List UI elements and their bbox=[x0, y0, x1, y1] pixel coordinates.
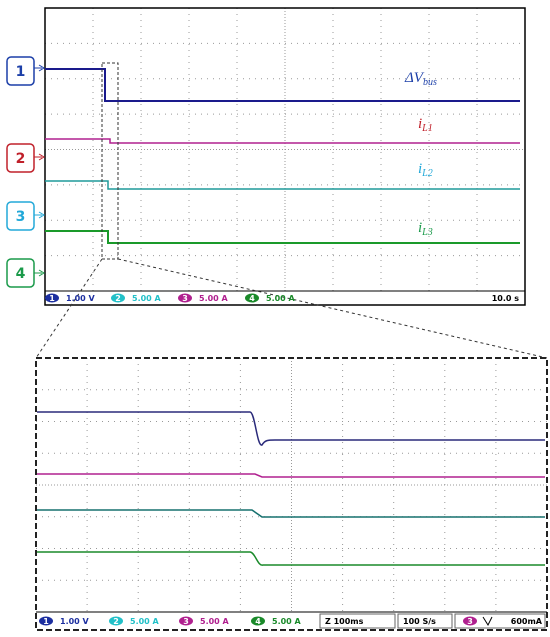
badge-number: 4 bbox=[255, 617, 261, 626]
zoom-trace-il3 bbox=[37, 551, 545, 566]
channel-marker: 4 bbox=[16, 266, 26, 282]
zoom-trace-il2 bbox=[37, 509, 545, 518]
trace-label: iL1 bbox=[418, 116, 433, 134]
marker-box bbox=[6, 56, 35, 86]
channel-badge bbox=[245, 293, 259, 303]
channel-marker: 1 bbox=[16, 64, 26, 80]
status-box bbox=[454, 613, 546, 629]
badge-number: 1 bbox=[43, 617, 49, 626]
sample-rate: 100 S/s bbox=[403, 617, 436, 626]
badge-number: 2 bbox=[115, 294, 121, 303]
trace-dv bbox=[45, 68, 520, 102]
label-main: i bbox=[418, 220, 422, 236]
label-sub: L3 bbox=[421, 227, 433, 238]
marker-arrow bbox=[34, 269, 45, 277]
trigger-slope bbox=[482, 616, 493, 627]
label-main: i bbox=[418, 116, 422, 132]
badge-number: 4 bbox=[249, 294, 255, 303]
marker-arrow bbox=[34, 211, 45, 219]
badge-number: 3 bbox=[467, 617, 473, 626]
channel-badge bbox=[45, 293, 59, 303]
channel-badge bbox=[178, 293, 192, 303]
badge-number: 1 bbox=[49, 294, 55, 303]
channel-scale: 5.00 A bbox=[266, 294, 296, 303]
marker-arrow bbox=[34, 153, 45, 161]
zoom-line bbox=[117, 258, 548, 359]
zoom-line bbox=[35, 258, 103, 359]
badge-number: 3 bbox=[183, 617, 189, 626]
zoom-trace-il1 bbox=[37, 473, 545, 478]
zoom-region bbox=[101, 62, 119, 260]
channel-scale: 5.00 A bbox=[199, 294, 229, 303]
channel-scale: 1.00 V bbox=[60, 617, 90, 626]
zoom-timebase: Z 100ms bbox=[325, 617, 364, 626]
zoom-trace-dv bbox=[37, 411, 545, 446]
trace-label: iL2 bbox=[418, 161, 433, 179]
scope-frame bbox=[44, 7, 526, 306]
channel-badge bbox=[251, 616, 265, 626]
marker-box bbox=[6, 143, 35, 173]
status-box bbox=[397, 613, 453, 629]
grid bbox=[36, 8, 547, 612]
label-main: i bbox=[418, 161, 422, 177]
trace-label: iL3 bbox=[418, 220, 433, 238]
label-sub: L1 bbox=[421, 123, 433, 134]
status-box bbox=[319, 613, 396, 629]
channel-scale: 5.00 A bbox=[200, 617, 230, 626]
trace-il3 bbox=[45, 230, 520, 244]
trace-il1 bbox=[45, 138, 520, 144]
label-sub: bus bbox=[423, 77, 437, 88]
channel-badge bbox=[111, 293, 125, 303]
channel-scale: 1.00 V bbox=[66, 294, 96, 303]
channel-scale: 5.00 A bbox=[130, 617, 160, 626]
channel-badge bbox=[39, 616, 53, 626]
badge-number: 3 bbox=[182, 294, 188, 303]
zoom-frame bbox=[35, 357, 548, 631]
label-sub: L2 bbox=[421, 168, 433, 179]
channel-badge bbox=[463, 616, 477, 626]
timebase: 10.0 s bbox=[492, 294, 520, 303]
badge-number: 2 bbox=[113, 617, 119, 626]
channel-scale: 5.00 A bbox=[272, 617, 302, 626]
marker-arrow bbox=[34, 64, 45, 72]
label-main: ΔV bbox=[404, 70, 425, 86]
trigger-level: 600mA bbox=[511, 617, 543, 626]
channel-badge bbox=[179, 616, 193, 626]
trace-label: ΔVbus bbox=[404, 70, 437, 88]
channel-badge bbox=[109, 616, 123, 626]
marker-box bbox=[6, 201, 35, 231]
channel-scale: 5.00 A bbox=[132, 294, 162, 303]
channel-marker: 2 bbox=[16, 151, 26, 167]
trace-il2 bbox=[45, 180, 520, 190]
channel-marker: 3 bbox=[16, 209, 26, 225]
